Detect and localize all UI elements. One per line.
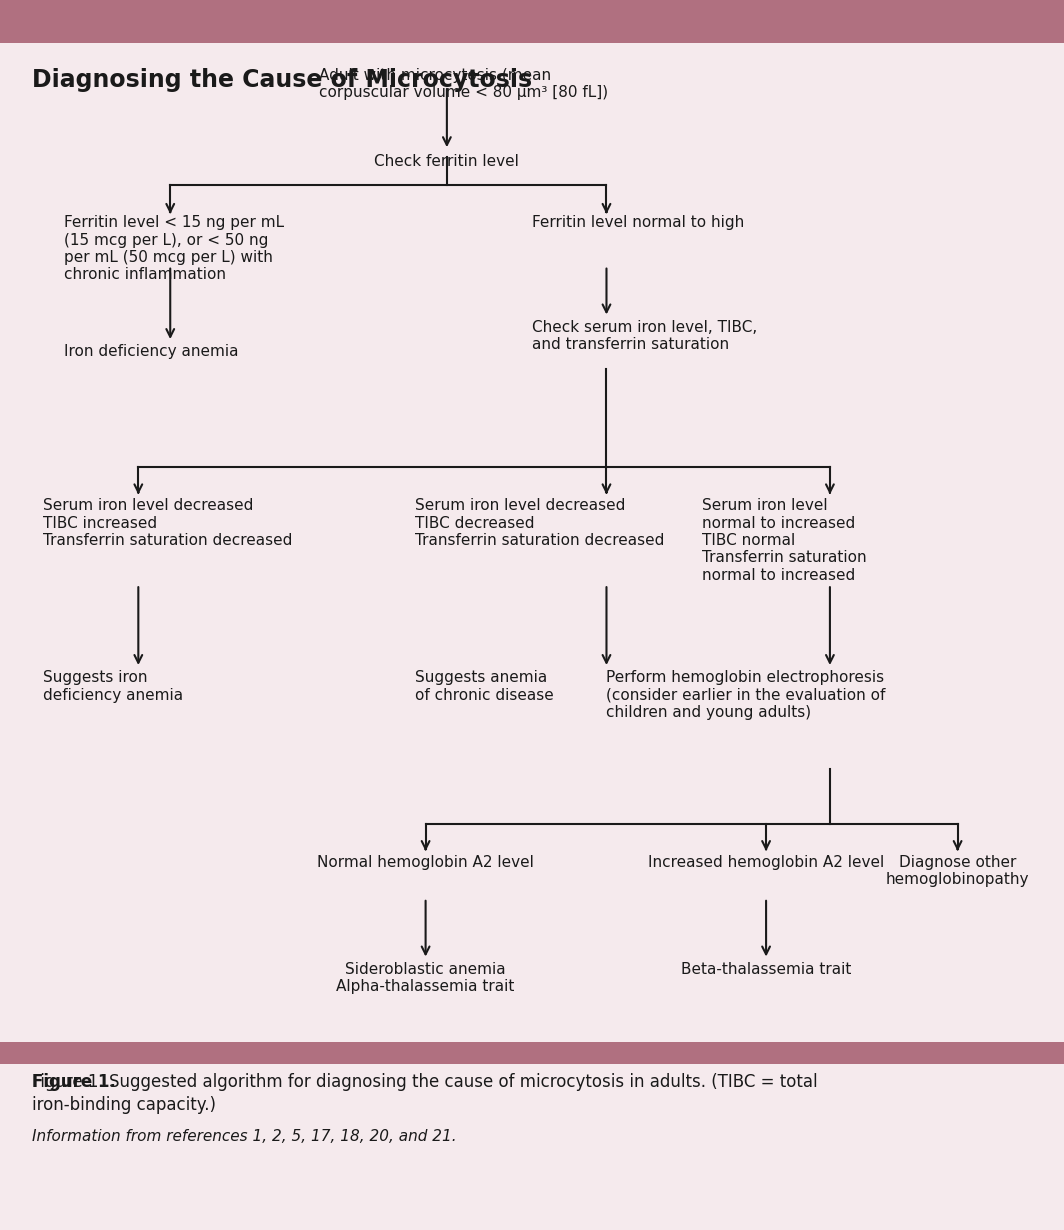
- Text: Figure 1.: Figure 1.: [32, 1073, 116, 1091]
- Text: Check serum iron level, TIBC,
and transferrin saturation: Check serum iron level, TIBC, and transf…: [532, 320, 758, 352]
- Text: Ferritin level < 15 ng per mL
(15 mcg per L), or < 50 ng
per mL (50 mcg per L) w: Ferritin level < 15 ng per mL (15 mcg pe…: [64, 215, 284, 283]
- Text: Perform hemoglobin electrophoresis
(consider earlier in the evaluation of
childr: Perform hemoglobin electrophoresis (cons…: [606, 670, 886, 720]
- Text: Iron deficiency anemia: Iron deficiency anemia: [64, 344, 238, 359]
- Text: Suggests iron
deficiency anemia: Suggests iron deficiency anemia: [43, 670, 183, 702]
- Text: Serum iron level
normal to increased
TIBC normal
Transferrin saturation
normal t: Serum iron level normal to increased TIB…: [702, 498, 867, 583]
- FancyBboxPatch shape: [0, 0, 1064, 43]
- Text: Serum iron level decreased
TIBC increased
Transferrin saturation decreased: Serum iron level decreased TIBC increase…: [43, 498, 292, 547]
- Text: Serum iron level decreased
TIBC decreased
Transferrin saturation decreased: Serum iron level decreased TIBC decrease…: [415, 498, 664, 547]
- Text: Adult with microcytosis (mean
corpuscular volume < 80 μm³ [80 fL]): Adult with microcytosis (mean corpuscula…: [319, 68, 609, 100]
- Text: Diagnose other
hemoglobinopathy: Diagnose other hemoglobinopathy: [886, 855, 1029, 887]
- Text: Figure 1. Suggested algorithm for diagnosing the cause of microcytosis in adults: Figure 1. Suggested algorithm for diagno…: [32, 1073, 817, 1114]
- Text: Information from references 1, 2, 5, 17, 18, 20, and 21.: Information from references 1, 2, 5, 17,…: [32, 1129, 456, 1144]
- Text: Normal hemoglobin A2 level: Normal hemoglobin A2 level: [317, 855, 534, 870]
- Text: Diagnosing the Cause of Microcytosis: Diagnosing the Cause of Microcytosis: [32, 68, 532, 92]
- Text: Beta-thalassemia trait: Beta-thalassemia trait: [681, 962, 851, 977]
- FancyBboxPatch shape: [0, 1042, 1064, 1064]
- Text: Ferritin level normal to high: Ferritin level normal to high: [532, 215, 744, 230]
- Text: Sideroblastic anemia
Alpha-thalassemia trait: Sideroblastic anemia Alpha-thalassemia t…: [336, 962, 515, 994]
- Text: Increased hemoglobin A2 level: Increased hemoglobin A2 level: [648, 855, 884, 870]
- Text: Suggests anemia
of chronic disease: Suggests anemia of chronic disease: [415, 670, 553, 702]
- Text: Check ferritin level: Check ferritin level: [375, 154, 519, 169]
